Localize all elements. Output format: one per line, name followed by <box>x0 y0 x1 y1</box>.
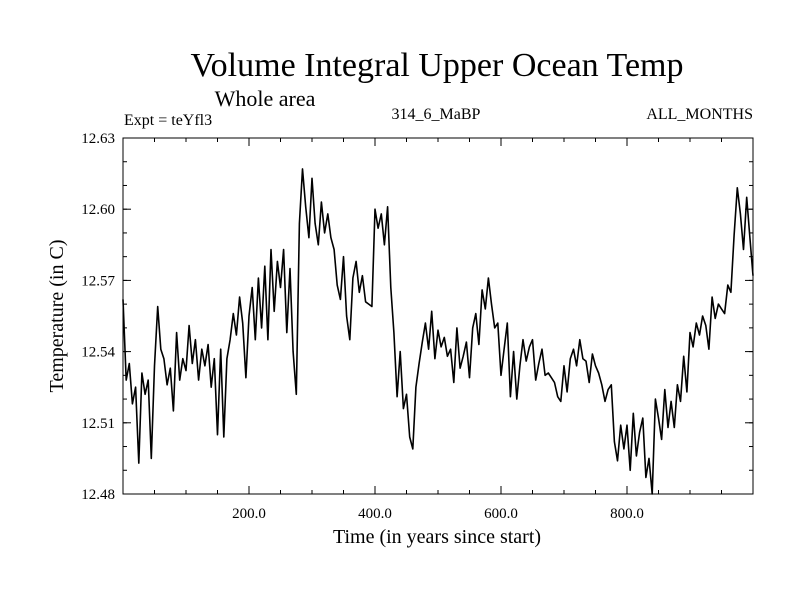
y-axis-ticks: 12.48 12.51 12.54 12.57 12.60 12.63 <box>81 131 753 503</box>
y-tick-label: 12.60 <box>81 202 115 218</box>
y-tick-label: 12.51 <box>81 416 115 432</box>
x-tick-label: 600.0 <box>484 506 518 522</box>
dataset-label: 314_6_MaBP <box>392 106 481 123</box>
x-tick-label: 200.0 <box>232 506 266 522</box>
series-line <box>122 168 754 495</box>
x-tick-label: 400.0 <box>358 506 392 522</box>
x-tick-label: 800.0 <box>610 506 644 522</box>
y-tick-label: 12.63 <box>81 131 115 147</box>
experiment-label: Expt = teYfl3 <box>124 112 212 129</box>
period-label: ALL_MONTHS <box>646 106 753 123</box>
chart-title: Volume Integral Upper Ocean Temp <box>191 47 684 84</box>
chart-subtitle: Whole area <box>215 86 316 111</box>
x-axis-label: Time (in years since start) <box>333 526 541 548</box>
x-axis-ticks: 200.0 400.0 600.0 800.0 <box>154 138 722 522</box>
y-tick-label: 12.54 <box>81 345 115 361</box>
y-tick-label: 12.57 <box>81 273 115 289</box>
y-axis-label: Temperature (in C) <box>46 240 68 393</box>
y-tick-label: 12.48 <box>81 487 115 503</box>
plot-frame <box>122 137 754 495</box>
